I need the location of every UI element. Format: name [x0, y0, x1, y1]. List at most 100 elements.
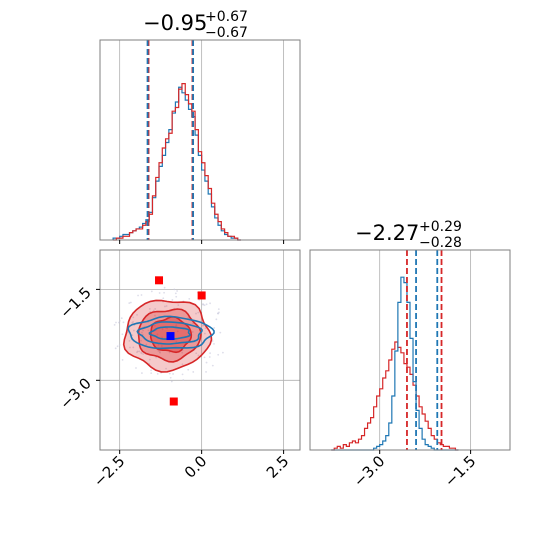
scatter-sample-point	[197, 354, 200, 357]
scatter-sample-point	[115, 321, 117, 324]
scatter-sample-point	[148, 307, 151, 310]
scatter-sample-point	[162, 297, 165, 300]
scatter-sample-point	[197, 311, 200, 314]
scatter-sample-point	[205, 371, 207, 373]
scatter-sample-point	[132, 329, 135, 332]
scatter-sample-point	[135, 367, 137, 369]
scatter-sample-point	[114, 347, 117, 350]
scatter-sample-point	[173, 288, 176, 291]
scatter-sample-point	[136, 313, 138, 316]
scatter-sample-point	[175, 324, 178, 327]
histogram-panel-param1: −3.0 −1.5 −2.27 +0.29 −0.28	[309, 219, 511, 491]
scatter-xtick-label-0: −2.5	[90, 452, 128, 490]
marker-marker_red-0	[155, 276, 164, 285]
scatter-sample-point	[217, 308, 220, 311]
scatter-sample-point	[209, 302, 211, 305]
contour-blue-5	[148, 326, 191, 340]
scatter-sample-point	[140, 294, 143, 296]
scatter-sample-point	[120, 317, 123, 320]
scatter-sample-point	[113, 323, 116, 326]
scatter-sample-point	[181, 373, 184, 376]
scatter-sample-point	[161, 328, 164, 331]
title-param1-value: −2.27	[355, 221, 419, 245]
hist0-red-step-line	[113, 83, 241, 241]
scatter-sample-point	[150, 369, 152, 372]
scatter-sample-point	[165, 305, 168, 307]
scatter-sample-point	[132, 316, 135, 319]
scatter-sample-point	[211, 364, 214, 367]
title-param1-upper: +0.29	[419, 219, 462, 235]
hist1-xtick-label-0: −3.0	[350, 452, 388, 490]
hist1-red-step-line	[331, 341, 459, 451]
scatter-sample-point	[121, 359, 124, 361]
scatter-sample-point	[161, 336, 164, 339]
scatter-sample-point	[164, 305, 166, 308]
scatter-sample-point	[192, 371, 195, 373]
marker-marker_red-1	[197, 291, 206, 300]
scatter-sample-point	[160, 345, 163, 347]
scatter-sample-point	[128, 302, 131, 304]
scatter-sample-point	[187, 368, 190, 371]
scatter-sample-point	[165, 367, 167, 370]
scatter-sample-point	[159, 351, 161, 354]
scatter-sample-point	[209, 352, 211, 355]
scatter-sample-point	[154, 308, 157, 310]
scatter-frame	[99, 249, 301, 451]
scatter-sample-point	[168, 351, 171, 354]
scatter-sample-point	[140, 339, 142, 342]
scatter-sample-point	[118, 319, 121, 322]
scatter-ytick-label-0: −3.0	[56, 374, 94, 412]
title-param0-upper: +0.67	[205, 9, 248, 25]
scatter-sample-point	[181, 363, 184, 366]
hist1-blue-step-line	[331, 276, 459, 451]
scatter-sample-point	[158, 292, 161, 294]
scatter-sample-point	[182, 379, 185, 381]
title-param1-lower: −0.28	[419, 235, 462, 251]
contour-blue-4	[136, 321, 203, 345]
scatter-sample-point	[170, 380, 173, 383]
scatter-sample-point	[203, 304, 206, 307]
scatter-sample-point	[202, 303, 205, 306]
scatter-sample-point	[177, 304, 180, 307]
scatter-sample-point	[156, 372, 159, 375]
scatter-sample-point	[169, 376, 172, 379]
scatter-sample-point	[174, 292, 177, 295]
title-param0-value: −0.95	[143, 11, 207, 35]
scatter-sample-point	[163, 291, 165, 294]
scatter-sample-point	[211, 340, 214, 342]
scatter-sample-point	[187, 316, 190, 319]
scatter-sample-point	[203, 356, 206, 359]
scatter-sample-point	[201, 324, 204, 327]
scatter-sample-point	[118, 344, 121, 346]
scatter-sample-point	[121, 333, 124, 336]
scatter-sample-point	[191, 331, 194, 333]
scatter-sample-point	[175, 295, 178, 298]
scatter-sample-point	[217, 353, 220, 356]
scatter-xtick-label-1: 0.0	[181, 452, 211, 482]
scatter-sample-point	[215, 318, 218, 321]
scatter-sample-point	[137, 294, 139, 297]
scatter-sample-point	[176, 290, 179, 292]
scatter-sample-point	[118, 321, 120, 324]
histogram-panel-param0: −0.95 +0.67 −0.67	[99, 9, 301, 244]
scatter-sample-point	[154, 314, 156, 317]
hist0-blue-step-line	[112, 86, 241, 241]
scatter-xtick-label-2: 2.5	[263, 452, 293, 482]
scatter-sample-point	[128, 339, 131, 342]
hist1-xtick-label-1: −1.5	[441, 452, 479, 490]
scatter-sample-point	[116, 345, 119, 348]
scatter-sample-point	[132, 346, 135, 349]
scatter-sample-point	[205, 303, 208, 306]
histogram-param1-frame	[309, 249, 511, 451]
scatter-sample-point	[155, 356, 158, 359]
scatter-ytick-label-1: −1.5	[56, 283, 94, 321]
marker-marker_blue-3	[166, 332, 175, 341]
scatter-sample-point	[157, 343, 160, 346]
scatter-sample-point	[131, 334, 134, 337]
scatter-sample-point	[152, 309, 155, 312]
scatter-sample-point	[142, 353, 145, 355]
scatter-sample-point	[129, 346, 131, 349]
scatter-sample-point	[208, 356, 211, 358]
scatter-sample-point	[150, 372, 153, 375]
